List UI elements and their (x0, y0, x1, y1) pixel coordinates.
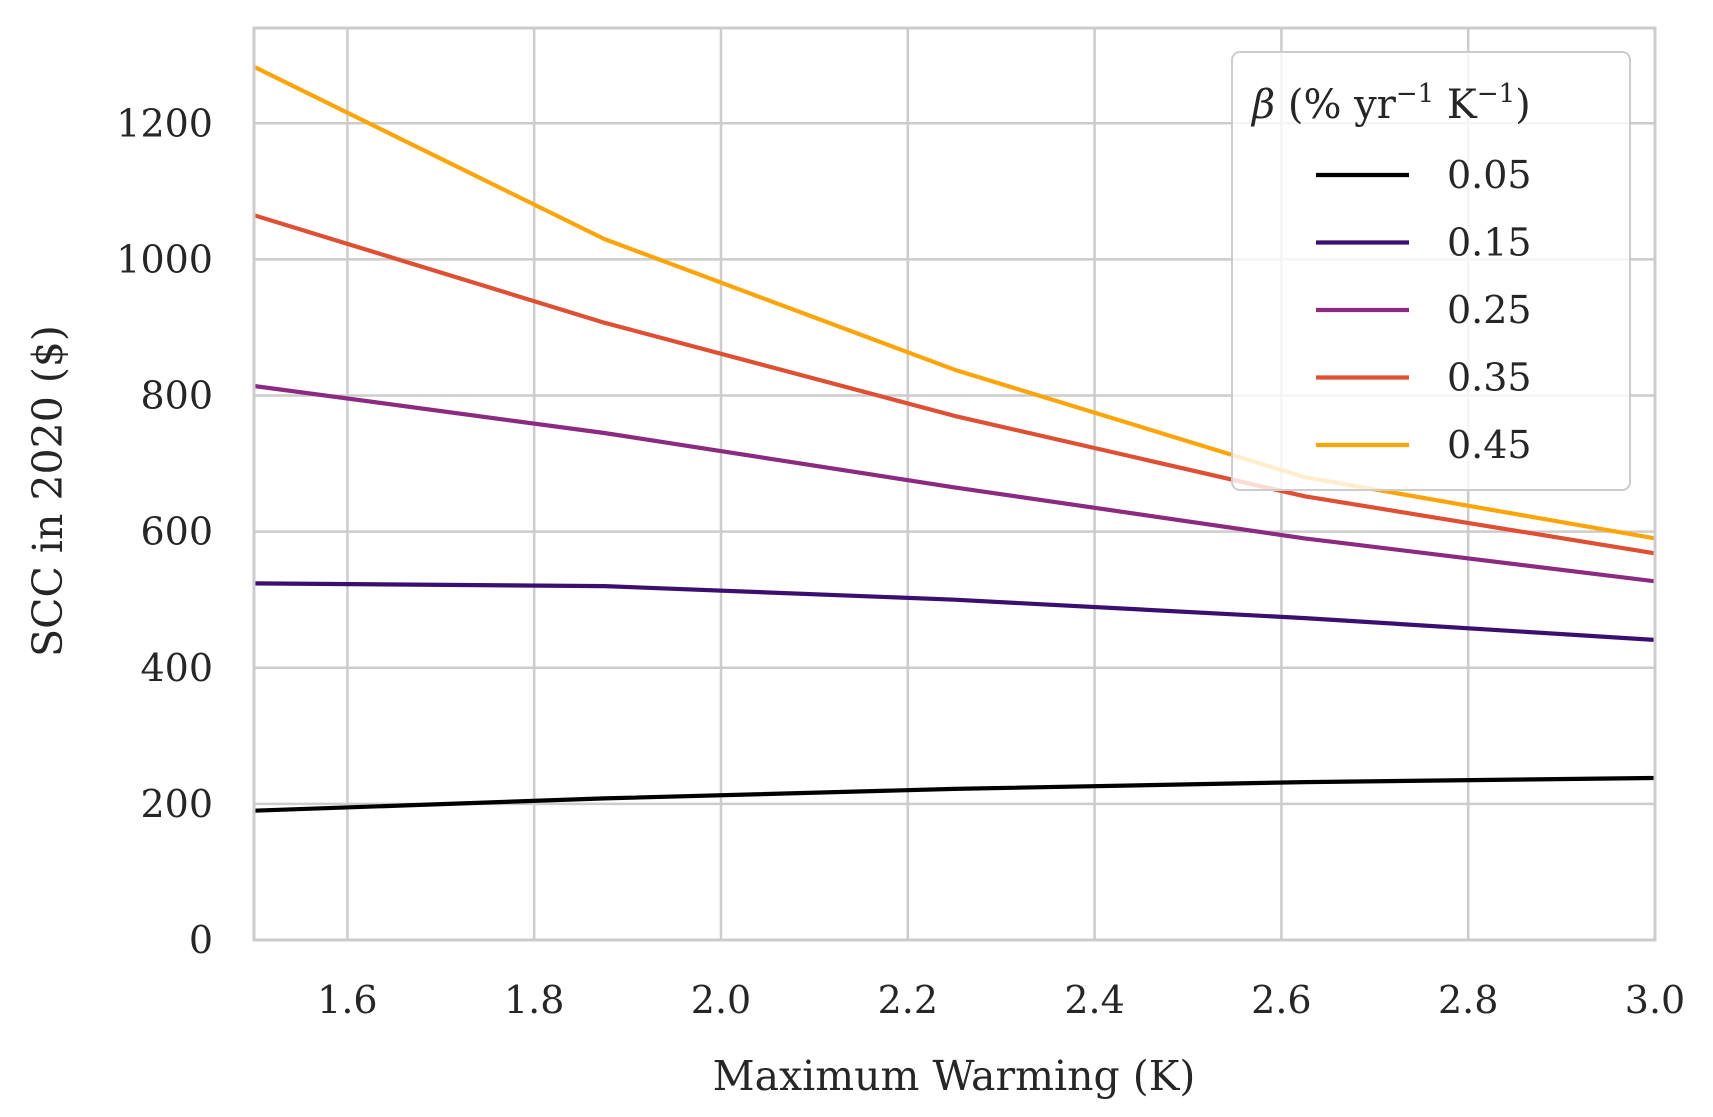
plot-frame (252, 26, 1657, 942)
x-tick-label: 1.6 (317, 978, 377, 1022)
x-tick-label: 2.6 (1251, 978, 1311, 1022)
y-tick-label: 200 (140, 782, 213, 826)
y-tick-label: 800 (140, 374, 213, 418)
x-tick-labels: 1.6 1.8 2.0 2.2 2.4 2.6 2.8 3.0 (317, 978, 1685, 1022)
legend-title: β (% yr−1 K−1) (1250, 79, 1531, 128)
y-tick-label: 1000 (116, 237, 213, 281)
x-tick-label: 2.0 (691, 978, 751, 1022)
x-tick-label: 3.0 (1625, 978, 1685, 1022)
x-tick-label: 2.8 (1438, 978, 1498, 1022)
x-axis-label: Maximum Warming (K) (713, 1052, 1196, 1100)
series-line-0.45 (253, 64, 1656, 541)
legend-box (1231, 51, 1631, 491)
y-tick-label: 400 (140, 646, 213, 690)
series-lines (253, 64, 1656, 813)
legend-label: 0.05 (1447, 153, 1532, 197)
y-axis-label: SCC in 2020 ($) (24, 325, 72, 657)
legend-entries: 0.05 0.15 0.25 0.35 0.45 (1316, 153, 1532, 467)
series-line-0.05 (253, 775, 1656, 813)
y-tick-labels: 0 200 400 600 800 1000 1200 (116, 101, 213, 962)
x-tick-label: 2.4 (1064, 978, 1124, 1022)
legend-label: 0.25 (1447, 288, 1532, 332)
legend-label: 0.45 (1447, 423, 1532, 467)
x-tick-label: 1.8 (504, 978, 564, 1022)
x-tick-label: 2.2 (878, 978, 938, 1022)
series-line-0.15 (253, 581, 1656, 642)
legend-label: 0.35 (1447, 356, 1532, 400)
series-line-0.25 (253, 383, 1656, 584)
legend-label: 0.15 (1447, 221, 1532, 265)
y-tick-label: 0 (189, 918, 213, 962)
series-line-0.35 (253, 213, 1656, 556)
y-tick-label: 1200 (116, 101, 213, 145)
y-tick-label: 600 (140, 510, 213, 554)
legend: β (% yr−1 K−1) 0.05 0.15 0.25 0.35 0.45 (1231, 51, 1631, 491)
